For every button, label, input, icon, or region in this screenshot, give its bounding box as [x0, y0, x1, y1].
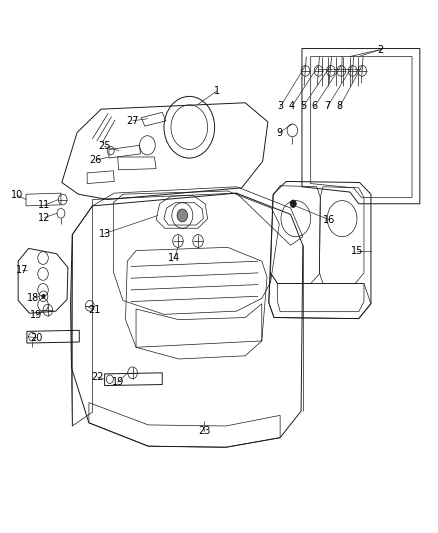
- Text: 13: 13: [99, 229, 111, 239]
- Text: 15: 15: [351, 246, 363, 255]
- Text: 17: 17: [15, 265, 28, 274]
- Text: 8: 8: [336, 101, 343, 111]
- Text: 7: 7: [324, 101, 330, 111]
- Text: 5: 5: [300, 101, 306, 111]
- Text: 6: 6: [311, 101, 317, 111]
- Circle shape: [290, 200, 296, 207]
- Text: 3: 3: [277, 101, 283, 111]
- Circle shape: [177, 209, 187, 222]
- Text: 16: 16: [323, 215, 335, 225]
- Text: 19: 19: [30, 310, 42, 320]
- Text: 2: 2: [378, 45, 384, 54]
- Text: 10: 10: [11, 190, 23, 200]
- Text: 19: 19: [112, 377, 124, 387]
- Text: 27: 27: [126, 116, 139, 126]
- Text: 14: 14: [168, 253, 180, 263]
- Text: 22: 22: [92, 372, 104, 382]
- Text: 23: 23: [198, 426, 210, 437]
- Text: 4: 4: [288, 101, 294, 111]
- Text: 25: 25: [99, 141, 111, 151]
- Text: 20: 20: [30, 333, 42, 343]
- Text: 9: 9: [276, 127, 283, 138]
- Circle shape: [42, 294, 45, 298]
- Text: 18: 18: [27, 293, 39, 303]
- Text: 26: 26: [90, 155, 102, 165]
- Text: 11: 11: [38, 200, 50, 211]
- Text: 21: 21: [88, 305, 101, 315]
- Text: 12: 12: [38, 213, 50, 223]
- Text: 1: 1: [214, 86, 220, 96]
